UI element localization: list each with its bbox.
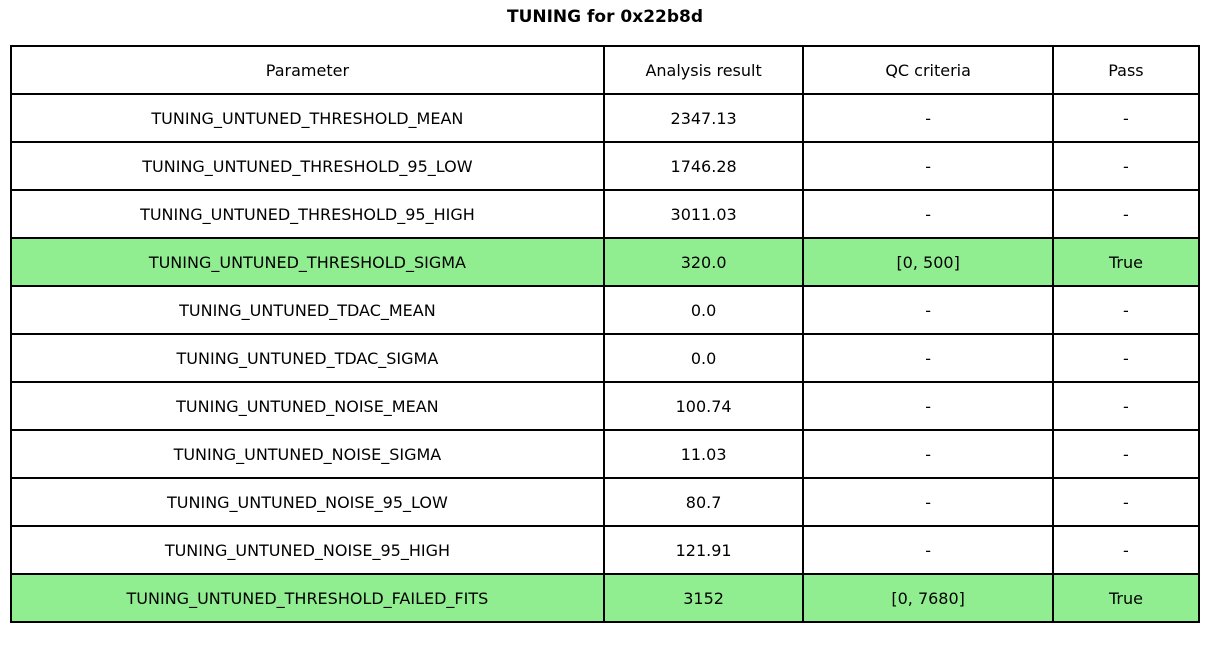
- column-header-0: Parameter: [10, 45, 605, 95]
- table-cell: TUNING_UNTUNED_NOISE_SIGMA: [10, 429, 605, 479]
- qc-results-table: Parameter Analysis result QC criteria Pass …: [10, 45, 1201, 623]
- table-cell: -: [802, 285, 1054, 335]
- table-row: TUNING_UNTUNED_THRESHOLD_95_LOW 1746.28- -: [10, 141, 1201, 191]
- table-cell: -: [1051, 333, 1201, 383]
- table-cell: TUNING_UNTUNED_NOISE_95_HIGH: [10, 525, 605, 575]
- table-cell: TUNING_UNTUNED_NOISE_95_LOW: [10, 477, 605, 527]
- table-cell: -: [802, 525, 1054, 575]
- table-cell: 2347.13: [602, 93, 805, 143]
- table-header: Parameter Analysis result QC criteria Pass: [10, 45, 1201, 95]
- table-cell: 0.0: [602, 333, 805, 383]
- table-row: TUNING_UNTUNED_TDAC_MEAN 0.0- -: [10, 285, 1201, 335]
- table-cell: -: [1051, 477, 1201, 527]
- table-row: TUNING_UNTUNED_THRESHOLD_SIGMA 320.0 [0, 5…: [10, 237, 1201, 287]
- table-header-row: Parameter Analysis result QC criteria Pass: [10, 45, 1201, 95]
- table-row: TUNING_UNTUNED_NOISE_MEAN 100.74- -: [10, 381, 1201, 431]
- table-row: TUNING_UNTUNED_THRESHOLD_95_HIGH 3011.03-…: [10, 189, 1201, 239]
- table-body: TUNING_UNTUNED_THRESHOLD_MEAN 2347.13- - TU…: [10, 93, 1201, 623]
- table-cell: 11.03: [602, 429, 805, 479]
- table-cell: -: [802, 333, 1054, 383]
- table-cell: 80.7: [602, 477, 805, 527]
- table-cell: TUNING_UNTUNED_TDAC_SIGMA: [10, 333, 605, 383]
- table-cell: [0, 500]: [802, 237, 1054, 287]
- table-row: TUNING_UNTUNED_NOISE_95_LOW 80.7- -: [10, 477, 1201, 527]
- table-row: TUNING_UNTUNED_NOISE_95_HIGH 121.91- -: [10, 525, 1201, 575]
- table-cell: 1746.28: [602, 141, 805, 191]
- table-cell: -: [802, 93, 1054, 143]
- table-row: TUNING_UNTUNED_THRESHOLD_MEAN 2347.13- -: [10, 93, 1201, 143]
- table-cell: 121.91: [602, 525, 805, 575]
- table-cell: -: [1051, 141, 1201, 191]
- table-cell: -: [1051, 285, 1201, 335]
- column-header-2: QC criteria: [802, 45, 1054, 95]
- table-cell: 3152: [602, 573, 805, 623]
- table-cell: True: [1051, 573, 1201, 623]
- table-row: TUNING_UNTUNED_TDAC_SIGMA 0.0- -: [10, 333, 1201, 383]
- column-header-3: Pass: [1051, 45, 1201, 95]
- table-cell: -: [1051, 525, 1201, 575]
- table-cell: -: [1051, 189, 1201, 239]
- table-cell: -: [802, 141, 1054, 191]
- table-cell: 0.0: [602, 285, 805, 335]
- table-cell: 320.0: [602, 237, 805, 287]
- table-row: TUNING_UNTUNED_THRESHOLD_FAILED_FITS 3152…: [10, 573, 1201, 623]
- table-cell: TUNING_UNTUNED_THRESHOLD_95_HIGH: [10, 189, 605, 239]
- table-cell: -: [802, 477, 1054, 527]
- table-cell: -: [1051, 93, 1201, 143]
- table-cell: TUNING_UNTUNED_THRESHOLD_MEAN: [10, 93, 605, 143]
- table-cell: TUNING_UNTUNED_THRESHOLD_FAILED_FITS: [10, 573, 605, 623]
- table-cell: TUNING_UNTUNED_TDAC_MEAN: [10, 285, 605, 335]
- table-cell: -: [802, 381, 1054, 431]
- table-cell: TUNING_UNTUNED_NOISE_MEAN: [10, 381, 605, 431]
- table-cell: True: [1051, 237, 1201, 287]
- column-header-1: Analysis result: [602, 45, 805, 95]
- table-cell: [0, 7680]: [802, 573, 1054, 623]
- table-cell: 3011.03: [602, 189, 805, 239]
- table-cell: -: [1051, 429, 1201, 479]
- table-row: TUNING_UNTUNED_NOISE_SIGMA 11.03- -: [10, 429, 1201, 479]
- table-cell: -: [802, 189, 1054, 239]
- page-title: TUNING for 0x22b8d: [506, 7, 704, 27]
- table-cell: -: [802, 429, 1054, 479]
- table-cell: TUNING_UNTUNED_THRESHOLD_95_LOW: [10, 141, 605, 191]
- table-cell: -: [1051, 381, 1201, 431]
- table-cell: 100.74: [602, 381, 805, 431]
- table-cell: TUNING_UNTUNED_THRESHOLD_SIGMA: [10, 237, 605, 287]
